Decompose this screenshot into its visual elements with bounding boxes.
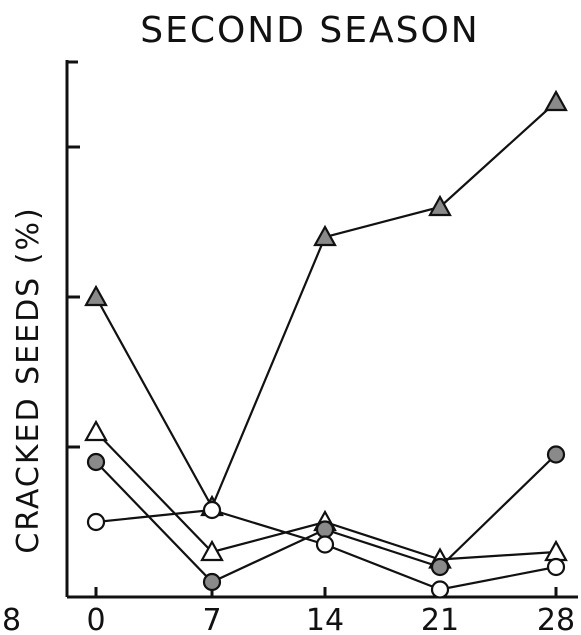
series-2-point-28 <box>544 539 568 562</box>
series-3-point-7 <box>202 572 222 592</box>
chart-title: SECOND SEASON <box>140 10 480 51</box>
series-4-point-28 <box>546 557 566 577</box>
x-tick-label-14: 14 <box>306 603 344 635</box>
series-4-point-0 <box>86 512 106 532</box>
x-tick-label-21: 21 <box>421 603 459 635</box>
series-4-point-14 <box>315 535 335 554</box>
series-3-point-28 <box>546 445 566 464</box>
series-3-point-21 <box>430 557 450 577</box>
x-tick-label-28: 28 <box>537 603 575 635</box>
x-ticks: 0 7 14 21 28 <box>86 587 575 635</box>
x-tick-label-7: 7 <box>202 603 221 635</box>
series-1-point-28 <box>544 89 568 112</box>
y-ticks <box>67 60 80 449</box>
series-1-point-21 <box>428 194 452 217</box>
series-1-point-14 <box>313 224 337 247</box>
series-2-point-7 <box>200 539 224 562</box>
series-group <box>84 89 568 599</box>
series-2-point-0 <box>84 419 108 442</box>
series-4-point-7 <box>202 500 222 520</box>
series-1-point-0 <box>84 284 108 307</box>
x-tick-label-0: 0 <box>86 603 105 635</box>
series-3-point-0 <box>86 452 106 472</box>
series-3-point-14 <box>315 520 335 539</box>
y-axis-label: CRACKED SEEDS (%) <box>11 206 46 553</box>
series-1-line <box>95 101 557 510</box>
series-4-point-21 <box>430 580 450 599</box>
left-partial-tick-label: 8 <box>2 603 21 635</box>
